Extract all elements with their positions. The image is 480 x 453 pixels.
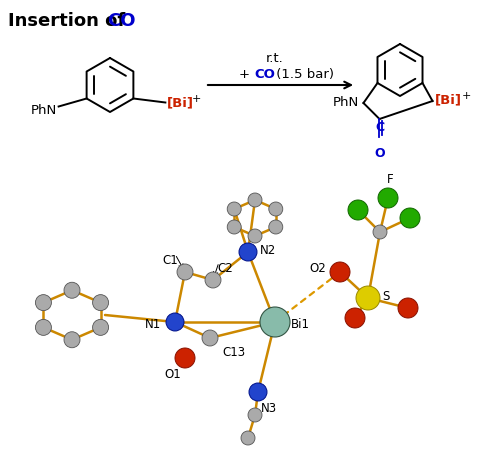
Text: C: C — [375, 121, 384, 134]
Text: O2: O2 — [309, 261, 326, 275]
Circle shape — [241, 431, 255, 445]
Circle shape — [36, 319, 51, 335]
Circle shape — [348, 200, 368, 220]
Circle shape — [248, 193, 262, 207]
Text: C13: C13 — [222, 346, 245, 359]
Text: r.t.: r.t. — [266, 52, 284, 65]
Text: PhN: PhN — [30, 104, 57, 117]
Circle shape — [177, 264, 193, 280]
Circle shape — [260, 307, 290, 337]
Circle shape — [175, 348, 195, 368]
Text: [Bi]: [Bi] — [167, 96, 193, 109]
Text: F: F — [387, 173, 393, 186]
Text: N2: N2 — [260, 244, 276, 256]
Text: S: S — [382, 289, 389, 303]
Circle shape — [269, 220, 283, 234]
Text: N1: N1 — [145, 318, 161, 331]
Text: CO: CO — [107, 12, 135, 30]
Circle shape — [64, 332, 80, 348]
Circle shape — [373, 225, 387, 239]
Text: Insertion of: Insertion of — [8, 12, 132, 30]
Circle shape — [93, 294, 108, 311]
Circle shape — [356, 286, 380, 310]
Text: +: + — [239, 68, 254, 81]
Circle shape — [398, 298, 418, 318]
Circle shape — [205, 272, 221, 288]
Text: CO: CO — [254, 68, 275, 81]
Circle shape — [227, 220, 241, 234]
Circle shape — [227, 202, 241, 216]
Circle shape — [93, 319, 108, 335]
Text: O: O — [374, 147, 385, 160]
Circle shape — [330, 262, 350, 282]
Circle shape — [378, 188, 398, 208]
Text: PhN: PhN — [333, 96, 360, 110]
Circle shape — [36, 294, 51, 311]
Circle shape — [249, 383, 267, 401]
Text: N3: N3 — [261, 402, 277, 415]
Circle shape — [166, 313, 184, 331]
Text: +: + — [192, 93, 201, 103]
Text: C2: C2 — [217, 262, 233, 275]
Circle shape — [400, 208, 420, 228]
Text: C1: C1 — [162, 254, 178, 267]
Text: Bi1: Bi1 — [291, 318, 310, 332]
Text: O1: O1 — [164, 368, 181, 381]
Circle shape — [239, 243, 257, 261]
Text: +: + — [461, 91, 471, 101]
Circle shape — [64, 282, 80, 298]
Text: (1.5 bar): (1.5 bar) — [272, 68, 334, 81]
Circle shape — [345, 308, 365, 328]
Circle shape — [269, 202, 283, 216]
Circle shape — [202, 330, 218, 346]
Text: [Bi]: [Bi] — [434, 93, 461, 106]
Circle shape — [248, 229, 262, 243]
Circle shape — [248, 408, 262, 422]
